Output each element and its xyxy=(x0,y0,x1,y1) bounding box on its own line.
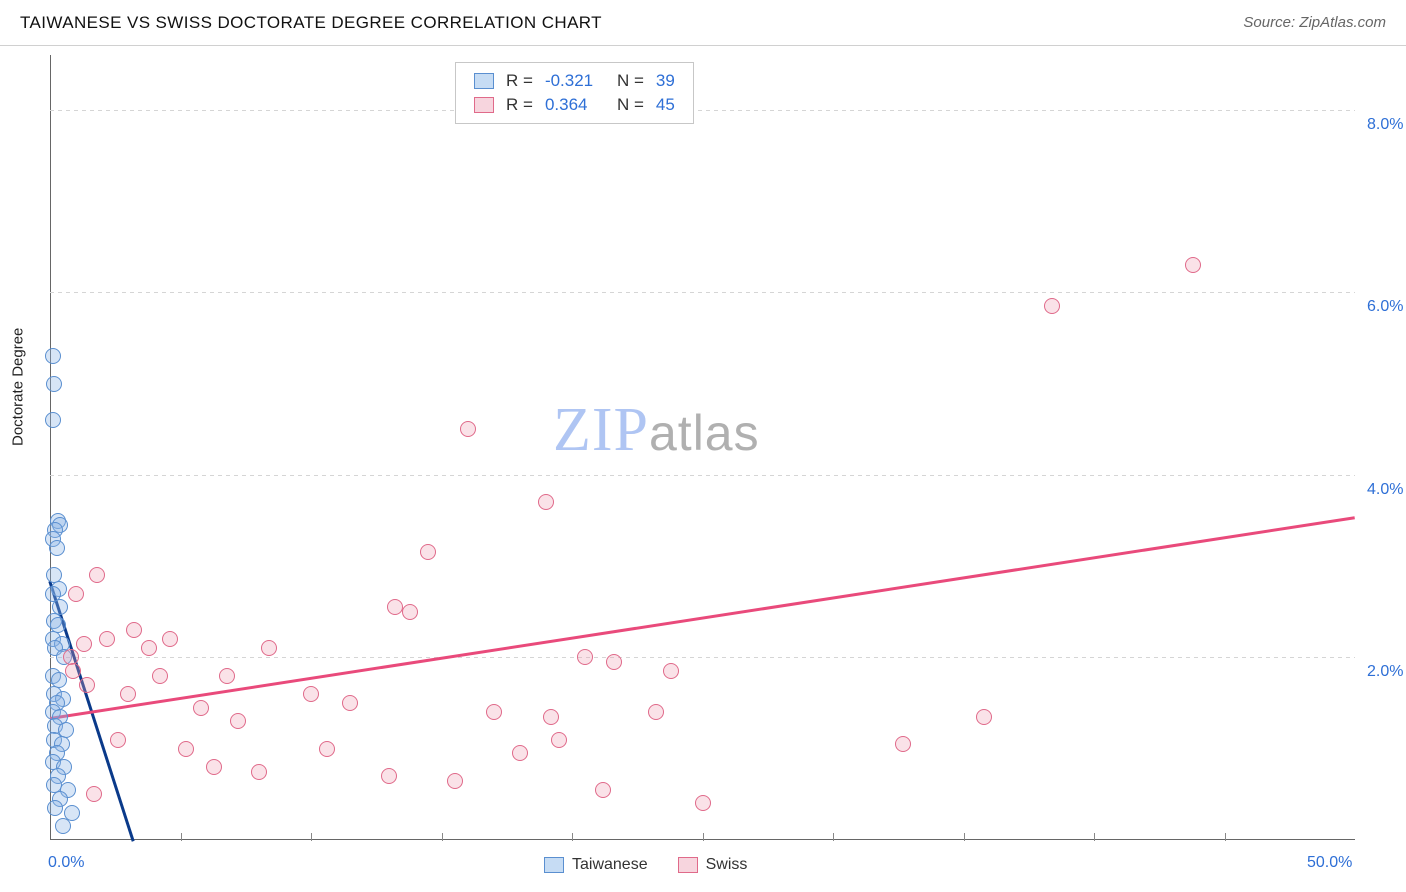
data-point-swiss xyxy=(895,736,911,752)
correlation-stats-box: R = -0.321 N = 39 R = 0.364 N = 45 xyxy=(455,62,694,124)
x-tick-label: 50.0% xyxy=(1307,854,1352,872)
legend-swatch-icon xyxy=(474,73,494,89)
data-point-swiss xyxy=(551,732,567,748)
data-point-swiss xyxy=(230,713,246,729)
data-point-swiss xyxy=(251,764,267,780)
y-tick-label: 6.0% xyxy=(1367,298,1403,316)
r-value: -0.321 xyxy=(545,71,605,91)
data-point-swiss xyxy=(193,700,209,716)
gridline-horizontal xyxy=(50,657,1355,658)
y-tick-label: 8.0% xyxy=(1367,116,1403,134)
x-tick-mark xyxy=(311,833,312,841)
trendline-swiss xyxy=(50,516,1355,719)
r-label: R = xyxy=(506,95,533,115)
legend-item-taiwanese: Taiwanese xyxy=(544,856,648,874)
data-point-swiss xyxy=(543,709,559,725)
header-bar: TAIWANESE VS SWISS DOCTORATE DEGREE CORR… xyxy=(0,0,1406,46)
data-point-taiwanese xyxy=(45,412,61,428)
data-point-swiss xyxy=(486,704,502,720)
n-value: 45 xyxy=(656,95,675,115)
data-point-swiss xyxy=(606,654,622,670)
legend-item-swiss: Swiss xyxy=(678,856,748,874)
legend-label: Swiss xyxy=(706,856,748,874)
data-point-swiss xyxy=(648,704,664,720)
data-point-swiss xyxy=(303,686,319,702)
x-tick-mark xyxy=(833,833,834,841)
data-point-swiss xyxy=(1044,298,1060,314)
data-point-swiss xyxy=(1185,257,1201,273)
x-tick-mark xyxy=(703,833,704,841)
data-point-taiwanese xyxy=(46,376,62,392)
data-point-swiss xyxy=(538,494,554,510)
gridline-horizontal xyxy=(50,292,1355,293)
data-point-swiss xyxy=(342,695,358,711)
data-point-swiss xyxy=(141,640,157,656)
data-point-taiwanese xyxy=(45,348,61,364)
data-point-swiss xyxy=(595,782,611,798)
data-point-swiss xyxy=(219,668,235,684)
data-point-swiss xyxy=(420,544,436,560)
data-point-swiss xyxy=(695,795,711,811)
data-point-swiss xyxy=(577,649,593,665)
data-point-swiss xyxy=(319,741,335,757)
data-point-swiss xyxy=(126,622,142,638)
data-point-swiss xyxy=(261,640,277,656)
x-tick-mark xyxy=(964,833,965,841)
data-point-swiss xyxy=(65,663,81,679)
gridline-horizontal xyxy=(50,110,1355,111)
y-tick-label: 2.0% xyxy=(1367,663,1403,681)
data-point-taiwanese xyxy=(49,540,65,556)
data-point-swiss xyxy=(402,604,418,620)
data-point-swiss xyxy=(68,586,84,602)
data-point-swiss xyxy=(152,668,168,684)
chart-title: TAIWANESE VS SWISS DOCTORATE DEGREE CORR… xyxy=(20,13,602,33)
legend-swatch-icon xyxy=(544,857,564,873)
data-point-swiss xyxy=(206,759,222,775)
data-point-swiss xyxy=(86,786,102,802)
r-label: R = xyxy=(506,71,533,91)
gridline-horizontal xyxy=(50,475,1355,476)
data-point-swiss xyxy=(381,768,397,784)
n-value: 39 xyxy=(656,71,675,91)
x-tick-mark xyxy=(181,833,182,841)
data-point-swiss xyxy=(178,741,194,757)
n-label: N = xyxy=(617,71,644,91)
legend-swatch-icon xyxy=(678,857,698,873)
x-tick-mark xyxy=(1225,833,1226,841)
x-tick-mark xyxy=(442,833,443,841)
legend-swatch-icon xyxy=(474,97,494,113)
x-tick-label: 0.0% xyxy=(48,854,84,872)
data-point-swiss xyxy=(120,686,136,702)
data-point-swiss xyxy=(79,677,95,693)
y-tick-label: 4.0% xyxy=(1367,481,1403,499)
data-point-swiss xyxy=(663,663,679,679)
data-point-swiss xyxy=(447,773,463,789)
source-attribution: Source: ZipAtlas.com xyxy=(1243,14,1386,31)
scatter-plot-area xyxy=(50,55,1355,840)
data-point-swiss xyxy=(89,567,105,583)
data-point-swiss xyxy=(162,631,178,647)
x-tick-mark xyxy=(572,833,573,841)
data-point-swiss xyxy=(110,732,126,748)
data-point-swiss xyxy=(460,421,476,437)
stats-row: R = -0.321 N = 39 xyxy=(474,69,675,93)
data-point-swiss xyxy=(512,745,528,761)
data-point-taiwanese xyxy=(47,800,63,816)
data-point-taiwanese xyxy=(55,818,71,834)
x-tick-mark xyxy=(1094,833,1095,841)
n-label: N = xyxy=(617,95,644,115)
r-value: 0.364 xyxy=(545,95,605,115)
y-axis-title: Doctorate Degree xyxy=(10,328,27,446)
bottom-legend: Taiwanese Swiss xyxy=(544,856,747,874)
legend-label: Taiwanese xyxy=(572,856,648,874)
data-point-swiss xyxy=(976,709,992,725)
stats-row: R = 0.364 N = 45 xyxy=(474,93,675,117)
data-point-swiss xyxy=(387,599,403,615)
data-point-swiss xyxy=(76,636,92,652)
data-point-swiss xyxy=(99,631,115,647)
